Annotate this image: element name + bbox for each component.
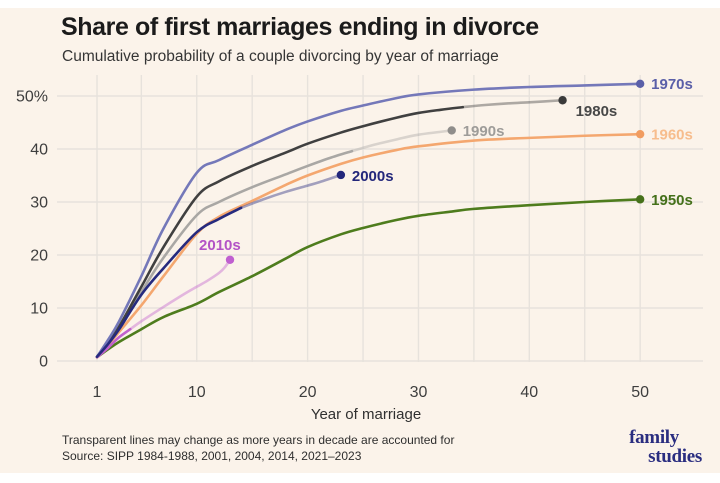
x-axis-title: Year of marriage [310, 406, 422, 423]
y-tick-label: 30 [30, 195, 48, 212]
series-endpoint-1950s [635, 195, 645, 204]
series-label-1990s: 1990s [463, 123, 505, 140]
series-endpoint-1990s [447, 126, 456, 135]
y-tick-label: 10 [30, 301, 48, 318]
series-line-faded-1990s [350, 129, 454, 153]
y-tick-label: 0 [39, 354, 48, 371]
y-tick-label: 20 [30, 248, 48, 265]
chart-footnote: Transparent lines may change as more yea… [62, 432, 454, 464]
series-line-1970s [95, 82, 642, 359]
family-studies-logo: family studies [629, 427, 702, 467]
series-line-1950s [95, 198, 642, 359]
series-endpoint-2000s [336, 170, 346, 180]
x-tick-label: 30 [410, 384, 428, 401]
series-line-faded-1980s [461, 98, 564, 109]
logo-word-family: family [629, 427, 679, 448]
series-line-2000s [95, 206, 243, 359]
x-tick-label: 50 [631, 384, 649, 401]
footnote-transparency-note: Transparent lines may change as more yea… [62, 433, 455, 447]
x-tick-label: 40 [520, 384, 538, 401]
series-line-1980s [95, 105, 465, 359]
y-tick-label: 50% [16, 89, 48, 106]
series-label-1960s: 1960s [651, 127, 693, 144]
series-endpoint-1980s [558, 96, 567, 105]
chart-title: Share of first marriages ending in divor… [61, 13, 539, 41]
x-tick-label: 1 [93, 384, 102, 401]
series-endpoint-1960s [635, 129, 645, 139]
x-tick-label: 10 [188, 384, 206, 401]
x-tick-label: 20 [299, 384, 317, 401]
series-label-2000s: 2000s [352, 168, 394, 185]
footnote-source: Source: SIPP 1984-1988, 2001, 2004, 2014… [62, 449, 362, 463]
chart-subtitle: Cumulative probability of a couple divor… [62, 48, 499, 65]
series-line-faded-2010s [128, 258, 232, 331]
series-label-1950s: 1950s [651, 192, 693, 209]
logo-word-studies: studies [648, 445, 702, 467]
series-label-1970s: 1970s [651, 76, 693, 93]
series-endpoint-1970s [635, 79, 645, 89]
series-label-1980s: 1980s [576, 103, 618, 120]
series-label-2010s: 2010s [199, 237, 241, 254]
series-endpoint-2010s [225, 255, 235, 264]
series-line-faded-2000s [239, 173, 343, 210]
y-tick-label: 40 [30, 142, 48, 159]
series-line-1960s [95, 132, 642, 359]
